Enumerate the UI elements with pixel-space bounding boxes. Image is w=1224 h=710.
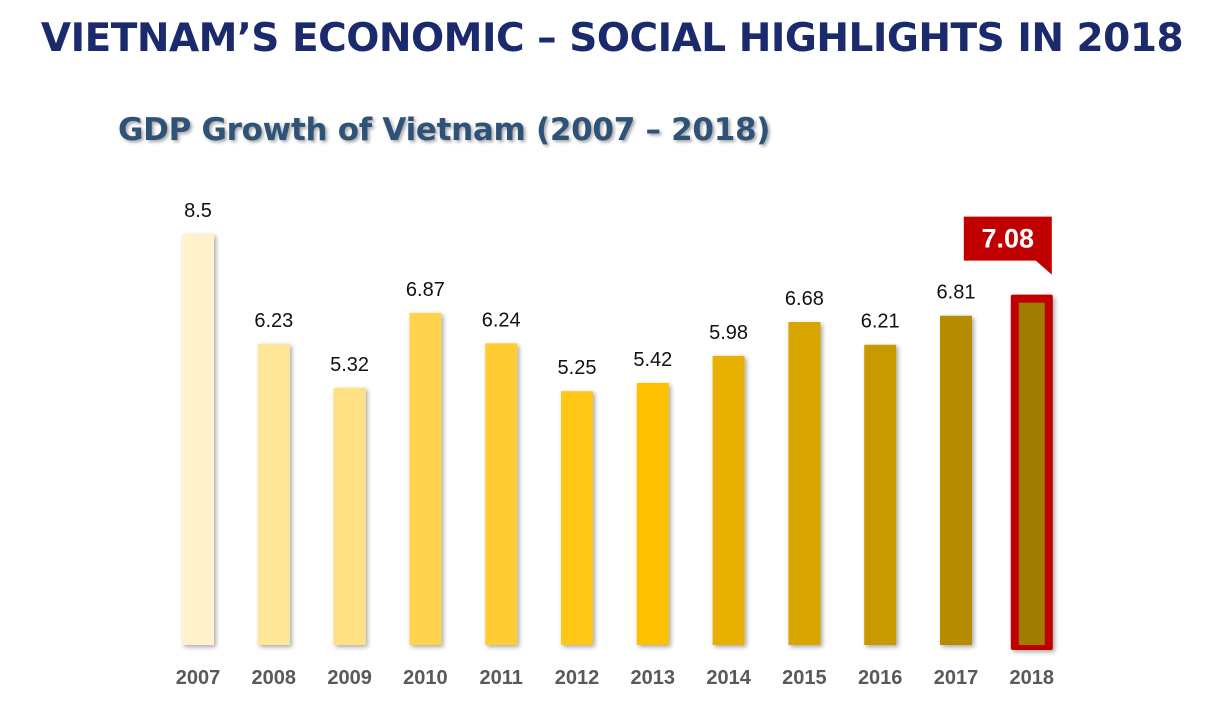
value-label-2009: 5.32 bbox=[330, 354, 369, 376]
x-tick-2017: 2017 bbox=[934, 667, 979, 689]
bar-2014 bbox=[712, 355, 745, 645]
bar-2008 bbox=[257, 343, 290, 645]
bar-2018 bbox=[1018, 302, 1045, 645]
bar-2016 bbox=[864, 344, 897, 645]
bar-2012 bbox=[561, 391, 593, 645]
x-tick-2014: 2014 bbox=[706, 667, 751, 689]
x-tick-2018: 2018 bbox=[1010, 667, 1055, 689]
x-tick-2015: 2015 bbox=[782, 667, 827, 689]
x-tick-2007: 2007 bbox=[176, 667, 221, 689]
value-label-2007: 8.5 bbox=[184, 200, 212, 222]
value-label-2012: 5.25 bbox=[558, 357, 597, 379]
value-label-2017: 6.81 bbox=[937, 282, 976, 304]
x-tick-2013: 2013 bbox=[631, 667, 676, 689]
x-tick-2010: 2010 bbox=[403, 667, 448, 689]
bar-2011 bbox=[485, 343, 518, 645]
value-label-2016: 6.21 bbox=[861, 311, 900, 333]
bar-2010 bbox=[409, 312, 442, 645]
bar-2017 bbox=[940, 315, 972, 645]
x-tick-2008: 2008 bbox=[252, 667, 297, 689]
value-label-2008: 6.23 bbox=[254, 310, 293, 332]
page-title: VIETNAM’S ECONOMIC – SOCIAL HIGHLIGHTS I… bbox=[40, 16, 1184, 61]
x-tick-2016: 2016 bbox=[858, 667, 903, 689]
bar-2009 bbox=[333, 387, 366, 645]
bar-2013 bbox=[636, 382, 669, 645]
chart-title: GDP Growth of Vietnam (2007 – 2018) bbox=[118, 112, 771, 148]
value-label-2013: 5.42 bbox=[633, 349, 672, 371]
bar-2007 bbox=[182, 234, 214, 645]
x-tick-2011: 2011 bbox=[480, 667, 523, 689]
value-label-2014: 5.98 bbox=[709, 322, 748, 344]
value-label-2011: 6.24 bbox=[482, 309, 521, 331]
bar-2015 bbox=[788, 322, 821, 645]
x-tick-2012: 2012 bbox=[555, 667, 600, 689]
value-label-2015: 6.68 bbox=[785, 288, 824, 310]
highlight-callout bbox=[963, 216, 1052, 275]
x-tick-2009: 2009 bbox=[327, 667, 372, 689]
value-label-2010: 6.87 bbox=[406, 279, 445, 301]
value-label-2018: 7.08 bbox=[982, 224, 1035, 254]
